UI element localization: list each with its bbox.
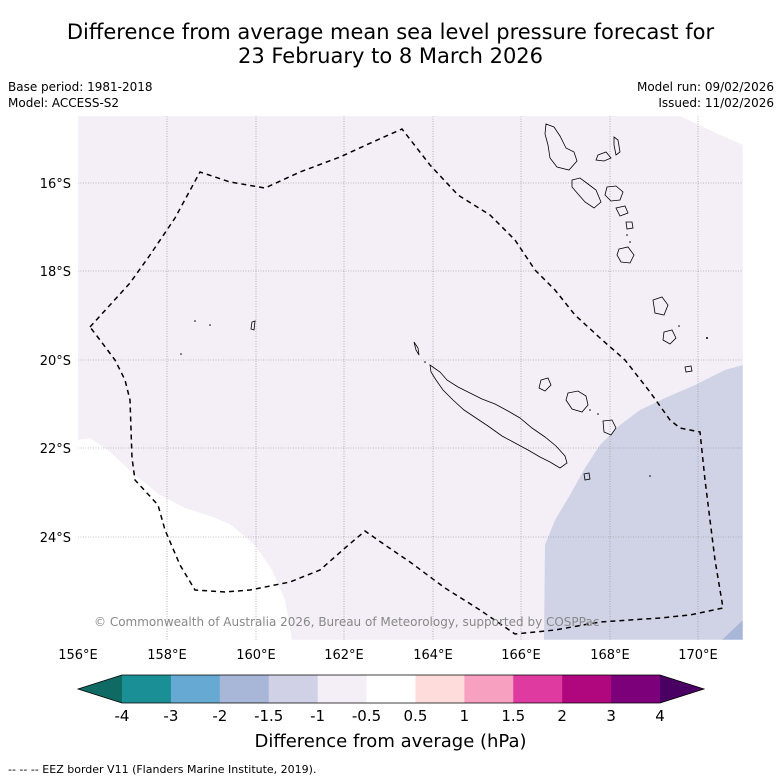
colorbar-bin bbox=[415, 675, 465, 703]
colorbar-tick-label: -0.5 bbox=[352, 707, 381, 725]
colorbar-bins bbox=[122, 675, 661, 703]
title-line-2: 23 February to 8 March 2026 bbox=[237, 44, 544, 68]
lon-label-158: 158°E bbox=[147, 648, 187, 663]
lat-label-20: 20°S bbox=[40, 354, 71, 369]
lon-label-164: 164°E bbox=[413, 648, 453, 663]
tanna-coast bbox=[662, 329, 677, 345]
espiritu-santo-coast bbox=[544, 123, 578, 171]
lat-label-18: 18°S bbox=[40, 265, 71, 280]
lat-label-16: 16°S bbox=[40, 177, 71, 192]
mare-coast bbox=[602, 419, 617, 436]
colorbar-bin bbox=[562, 675, 612, 703]
colorbar-bin bbox=[317, 675, 368, 703]
model-name: Model: ACCESS-S2 bbox=[8, 96, 120, 110]
model-run: Model run: 09/02/2026 bbox=[636, 80, 774, 94]
colorbar-bin bbox=[513, 675, 563, 703]
colorbar-tick-label: 4 bbox=[655, 707, 665, 725]
colorbar-tick-label: 1 bbox=[460, 707, 470, 725]
colorbar-bin bbox=[611, 675, 661, 703]
anomaly-region-neutral bbox=[78, 438, 292, 640]
coastlines bbox=[250, 123, 693, 481]
colorbar-bin bbox=[464, 675, 514, 703]
colorbar-bin bbox=[268, 675, 319, 703]
colorbar-under-arrow bbox=[78, 675, 122, 703]
map-frame bbox=[77, 115, 744, 641]
meta-right: Model run: 09/02/2026 Issued: 11/02/2026 bbox=[637, 79, 774, 111]
colorbar-tick-label: 2 bbox=[557, 707, 567, 725]
colorbar-label: Difference from average (hPa) bbox=[254, 731, 527, 752]
anomaly-corner-strong bbox=[722, 620, 743, 640]
efate-coast bbox=[616, 246, 635, 264]
islet-dots bbox=[180, 234, 708, 477]
meta-left: Base period: 1981-2018 Model: ACCESS-S2 bbox=[8, 79, 153, 111]
lon-label-168: 168°E bbox=[590, 648, 630, 663]
lifou-coast bbox=[565, 390, 589, 413]
lon-label-170: 170°E bbox=[678, 648, 718, 663]
colorbar-over-arrow bbox=[660, 675, 704, 703]
lon-label-166: 166°E bbox=[501, 648, 541, 663]
title-line-1: Difference from average mean sea level p… bbox=[66, 20, 715, 44]
epi-coast bbox=[615, 205, 629, 217]
chesterfield-coast bbox=[250, 320, 256, 331]
pentecost-coast bbox=[613, 136, 621, 156]
malakula-coast bbox=[571, 177, 602, 209]
lat-axis-labels: 16°S 18°S 20°S 22°S 24°S bbox=[40, 177, 71, 546]
colorbar-tick-labels: -4 -3 -2 -1.5 -1 -0.5 0.5 1 1.5 2 3 4 bbox=[115, 707, 665, 725]
belep-islands-coast bbox=[413, 341, 420, 356]
colorbar-outline bbox=[76, 674, 706, 704]
colorbar-tick-label: 3 bbox=[606, 707, 616, 725]
colorbar-tick-label: -1.5 bbox=[254, 707, 283, 725]
anomaly-region-negative bbox=[544, 365, 743, 640]
gridlines bbox=[78, 116, 743, 640]
colorbar: -4 -3 -2 -1.5 -1 -0.5 0.5 1 1.5 2 3 4 bbox=[76, 674, 706, 725]
new-caledonia-coast bbox=[429, 364, 568, 469]
lon-label-156: 156°E bbox=[58, 648, 98, 663]
eez-footnote: -- -- -- EEZ border V11 (Flanders Marine… bbox=[8, 763, 317, 776]
colorbar-tick-label: -1 bbox=[310, 707, 325, 725]
issued-date: Issued: 11/02/2026 bbox=[658, 96, 774, 110]
colorbar-bin bbox=[122, 675, 172, 703]
base-period: Base period: 1981-2018 bbox=[8, 80, 153, 94]
lat-label-22: 22°S bbox=[40, 442, 71, 457]
aneityum-coast bbox=[684, 365, 693, 373]
colorbar-bin bbox=[366, 675, 416, 703]
lat-label-24: 24°S bbox=[40, 531, 71, 546]
anomaly-corner-neutral bbox=[680, 116, 743, 145]
isle-of-pines-coast bbox=[583, 472, 591, 481]
chart-title: Difference from average mean sea level p… bbox=[0, 20, 781, 68]
eez-border bbox=[89, 128, 724, 635]
colorbar-tick-label: 0.5 bbox=[404, 707, 428, 725]
colorbar-bin bbox=[170, 675, 221, 703]
colorbar-tick-label: -4 bbox=[115, 707, 130, 725]
shepherd-coast bbox=[625, 221, 634, 230]
ambrym-coast bbox=[604, 185, 624, 202]
lon-axis-labels: 156°E 158°E 160°E 162°E 164°E 166°E 168°… bbox=[58, 648, 718, 663]
copyright-text: © Commonwealth of Australia 2026, Bureau… bbox=[94, 615, 599, 629]
colorbar-bin bbox=[219, 675, 270, 703]
ouvea-coast bbox=[538, 377, 552, 392]
erromango-coast bbox=[652, 296, 669, 316]
colorbar-tick-label: -3 bbox=[163, 707, 178, 725]
lon-label-162: 162°E bbox=[324, 648, 364, 663]
colorbar-tick-label: 1.5 bbox=[501, 707, 525, 725]
anomaly-field bbox=[78, 116, 743, 640]
lon-label-160: 160°E bbox=[236, 648, 276, 663]
maewo-coast bbox=[595, 151, 612, 162]
colorbar-tick-label: -2 bbox=[212, 707, 227, 725]
